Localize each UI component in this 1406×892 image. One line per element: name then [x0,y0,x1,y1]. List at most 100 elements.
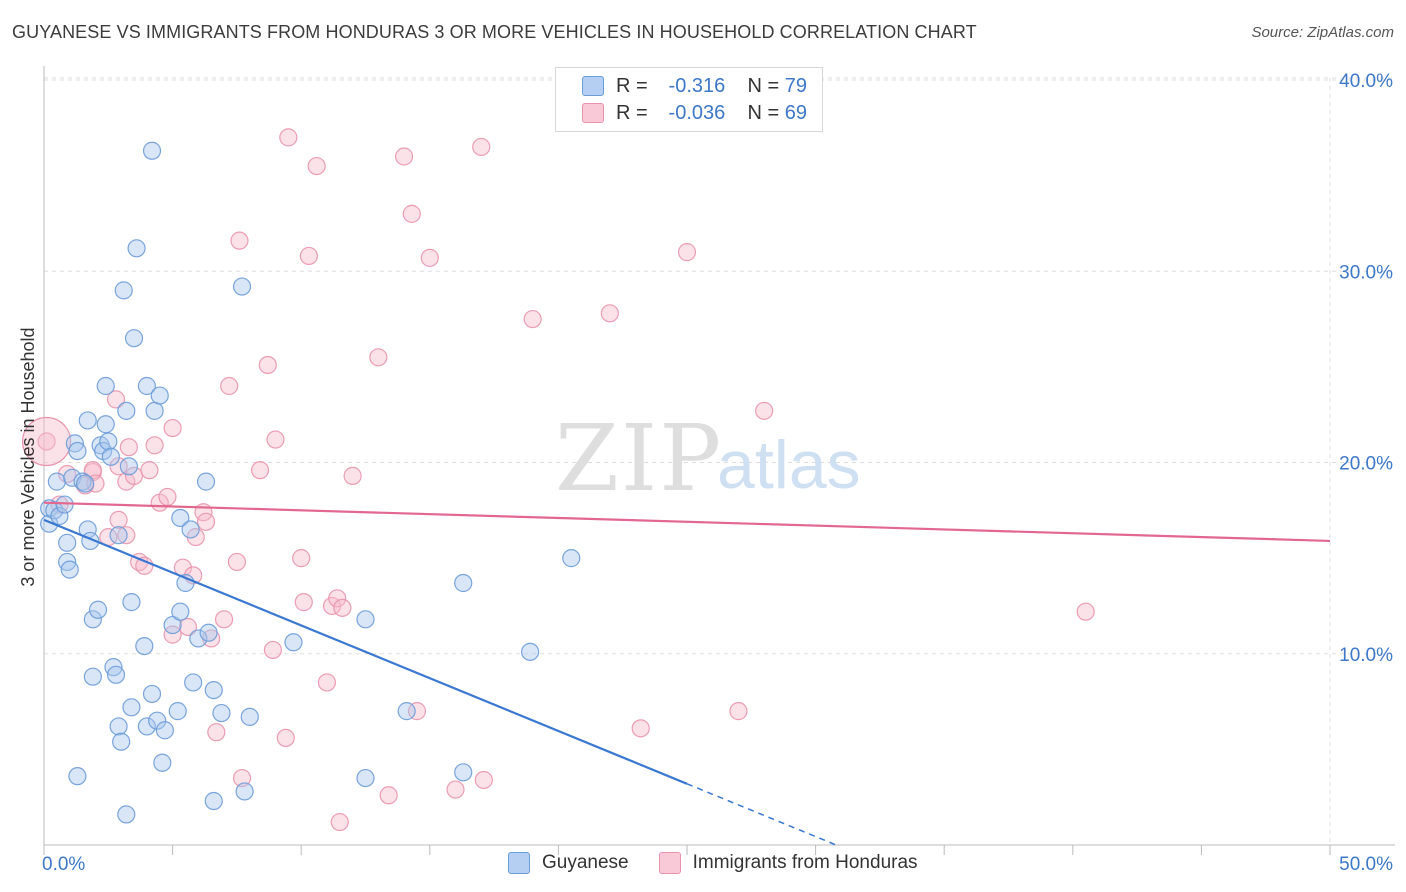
honduras-swatch [582,103,604,123]
honduras-point [677,243,697,262]
guyanese-point [212,703,231,723]
y-tick-label: 20.0% [1339,454,1393,475]
guyanese-point [117,805,136,824]
guyanese-point [240,707,259,726]
honduras-point [333,598,352,617]
honduras-point [37,432,56,451]
honduras-point [214,610,234,629]
guyanese-point [68,441,87,461]
guyanese-point [196,472,216,491]
legend-r-value-honduras: -0.036 [668,101,726,124]
guyanese-point [60,560,79,579]
guyanese-trend-line [43,518,688,785]
guyanese-point [171,508,190,528]
honduras-point [729,702,748,721]
guyanese-point [204,791,223,811]
legend-row-honduras: R = -0.036 N = 69 [582,101,807,125]
watermark-atlas: atlas [717,427,861,503]
honduras-point [294,593,313,612]
honduras-point [109,510,128,529]
honduras-point [196,512,216,531]
guyanese-point [96,415,115,434]
legend-r-label: R = [616,74,648,97]
guyanese-point [112,732,131,751]
guyanese-trend-extension [686,783,837,846]
guyanese-point [454,763,473,782]
honduras-point [1076,602,1095,621]
guyanese-legend-label: Guyanese [542,852,629,873]
guyanese-point [163,615,182,635]
chart-title: GUYANESE VS IMMIGRANTS FROM HONDURAS 3 O… [12,22,977,42]
guyanese-point [155,721,174,740]
honduras-point [523,309,542,329]
guyanese-swatch [582,76,604,96]
honduras-point [117,526,136,545]
honduras-point [178,617,198,637]
y-tick-label: 30.0% [1339,262,1393,283]
honduras-point [446,780,465,799]
honduras-point [394,147,414,166]
x-tick-label-max: 50.0% [1339,854,1393,875]
guyanese-point [127,239,146,258]
guyanese-point [76,474,95,493]
legend-n-value-guyanese: 79 [784,74,807,97]
honduras-point-large [21,416,72,467]
honduras-points [21,128,1095,832]
honduras-point [106,390,126,409]
y-tick-label: 40.0% [1339,71,1393,92]
honduras-point [250,461,270,480]
axes: 10.0% 20.0% 30.0% 40.0% [43,66,1395,855]
honduras-point [299,246,319,266]
guyanese-point [101,447,120,466]
legend-n-value-honduras: 69 [784,101,807,124]
guyanese-point [142,684,162,704]
honduras-legend-swatch [658,852,681,874]
honduras-point [140,461,159,480]
guyanese-point [142,141,162,160]
honduras-point [158,487,177,507]
guyanese-point [145,401,164,420]
guyanese-point [171,602,190,621]
guyanese-point [96,376,115,396]
guyanese-point [235,782,254,801]
guyanese-point [109,717,128,736]
guyanese-point [99,432,118,451]
guyanese-point [106,665,126,684]
guyanese-point [137,376,156,396]
honduras-point [307,156,326,176]
honduras-point [266,430,285,449]
honduras-point [631,719,650,738]
guyanese-point [356,768,375,788]
guyanese-point [135,636,154,656]
watermark: ZIP atlas [555,405,861,512]
guyanese-point [232,277,252,296]
guyanese-point [122,593,141,612]
honduras-point [343,466,362,485]
guyanese-point [153,753,172,772]
guyanese-point [521,642,540,661]
honduras-point [258,355,277,375]
guyanese-point [397,702,416,721]
guyanese-point [181,520,200,539]
guyanese-point [199,623,218,642]
honduras-point [369,348,388,367]
guyanese-point [78,411,97,430]
guyanese-point [562,549,581,568]
honduras-point [407,702,427,721]
guyanese-point [88,600,108,619]
guyanese-point [454,573,473,593]
correlation-legend: R = -0.316 N = 79 R = -0.036 N = 69 [555,67,823,132]
honduras-trend-line [43,501,1331,543]
honduras-point [263,640,283,660]
guyanese-point [114,281,133,300]
honduras-point [230,231,249,250]
honduras-point [279,128,298,147]
watermark-zip: ZIP [555,405,723,512]
legend-r-value-guyanese: -0.316 [668,74,726,97]
legend-n-label: N = [747,74,780,97]
honduras-point [163,418,182,438]
guyanese-point [55,495,74,514]
honduras-point [109,457,128,476]
honduras-point [474,770,493,790]
honduras-point [135,556,154,575]
